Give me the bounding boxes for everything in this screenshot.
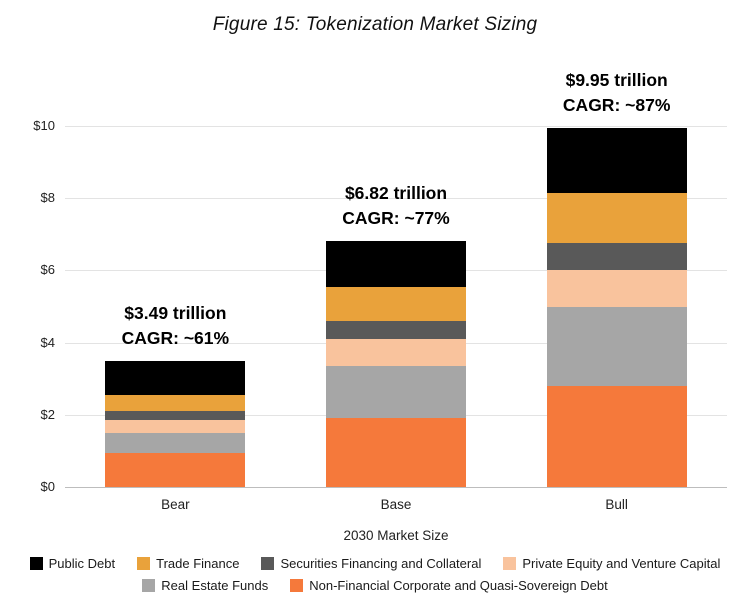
legend-swatch — [142, 579, 156, 592]
legend-item: Non-Financial Corporate and Quasi-Sovere… — [290, 578, 608, 593]
y-tick-label: $0 — [40, 479, 55, 494]
bar-annotation: $9.95 trillion CAGR: ~87% — [467, 68, 750, 118]
legend-label: Real Estate Funds — [161, 578, 269, 593]
x-tick-label: Base — [380, 497, 412, 512]
y-tick-label: $2 — [40, 406, 55, 422]
legend-label: Securities Financing and Collateral — [280, 556, 482, 571]
bar-segment — [546, 306, 687, 386]
legend-label: Trade Finance — [156, 556, 240, 571]
gridline — [65, 126, 727, 127]
bar-segment — [326, 286, 466, 321]
chart-title: Figure 15: Tokenization Market Sizing — [212, 14, 538, 35]
legend-item: Securities Financing and Collateral — [261, 556, 481, 571]
x-tick-label: Bull — [605, 497, 628, 512]
annotation-total: $6.82 trillion — [344, 182, 448, 203]
annotation-cagr: CAGR: ~87% — [562, 94, 671, 115]
legend: Public Debt Trade Finance Securities Finan… — [5, 556, 745, 593]
bar-annotation: $3.49 trillion CAGR: ~61% — [25, 301, 325, 351]
annotation-total: $9.95 trillion — [565, 69, 668, 90]
bar-segment — [546, 270, 687, 307]
bar-segment — [326, 339, 466, 367]
legend-label: Non-Financial Corporate and Quasi-Sovere… — [309, 578, 608, 593]
x-axis-title: 2030 Market Size — [343, 528, 449, 543]
legend-label: Private Equity and Venture Capital — [522, 556, 721, 571]
bar-annotation: $6.82 trillion CAGR: ~77% — [246, 181, 546, 231]
plot-area: $0 $2 $4 $6 $8 $10 $3.49 trillion CAGR: ~61% Bea… — [33, 70, 727, 512]
y-tick-label: $6 — [40, 262, 55, 278]
legend-swatch — [503, 557, 517, 570]
legend-item: Real Estate Funds — [142, 578, 268, 593]
bar-segment — [105, 432, 246, 453]
legend-swatch — [137, 557, 151, 570]
legend-item: Private Equity and Venture Capital — [503, 556, 720, 571]
y-tick-label: $10 — [33, 118, 55, 133]
bar-segment — [105, 361, 246, 395]
x-tick-label: Bear — [161, 497, 190, 512]
bar-segment — [105, 452, 246, 487]
legend-label: Public Debt — [48, 556, 116, 571]
legend-item: Public Debt — [29, 556, 116, 571]
legend-item: Trade Finance — [137, 556, 239, 571]
y-tick-label: $8 — [40, 190, 55, 206]
gridline — [65, 198, 727, 200]
legend-swatch — [29, 557, 43, 570]
legend-swatch — [261, 557, 275, 570]
bar-segment — [105, 420, 246, 433]
bar-segment — [546, 243, 687, 271]
annotation-total: $3.49 trillion — [124, 303, 227, 324]
annotation-cagr: CAGR: ~77% — [342, 207, 450, 228]
bar-segment — [326, 418, 466, 487]
x-axis-line — [65, 487, 727, 488]
bar-segment — [105, 411, 246, 421]
legend-swatch — [290, 579, 304, 592]
bar-segment — [326, 366, 466, 419]
y-tick-label: $4 — [40, 334, 55, 350]
bar-segment — [546, 192, 687, 244]
bar-segment — [546, 127, 687, 193]
annotation-cagr: CAGR: ~61% — [121, 328, 230, 349]
bar-segment — [105, 394, 246, 412]
bar-segment — [546, 385, 687, 487]
bar-segment — [326, 320, 466, 339]
bar-segment — [326, 240, 466, 287]
